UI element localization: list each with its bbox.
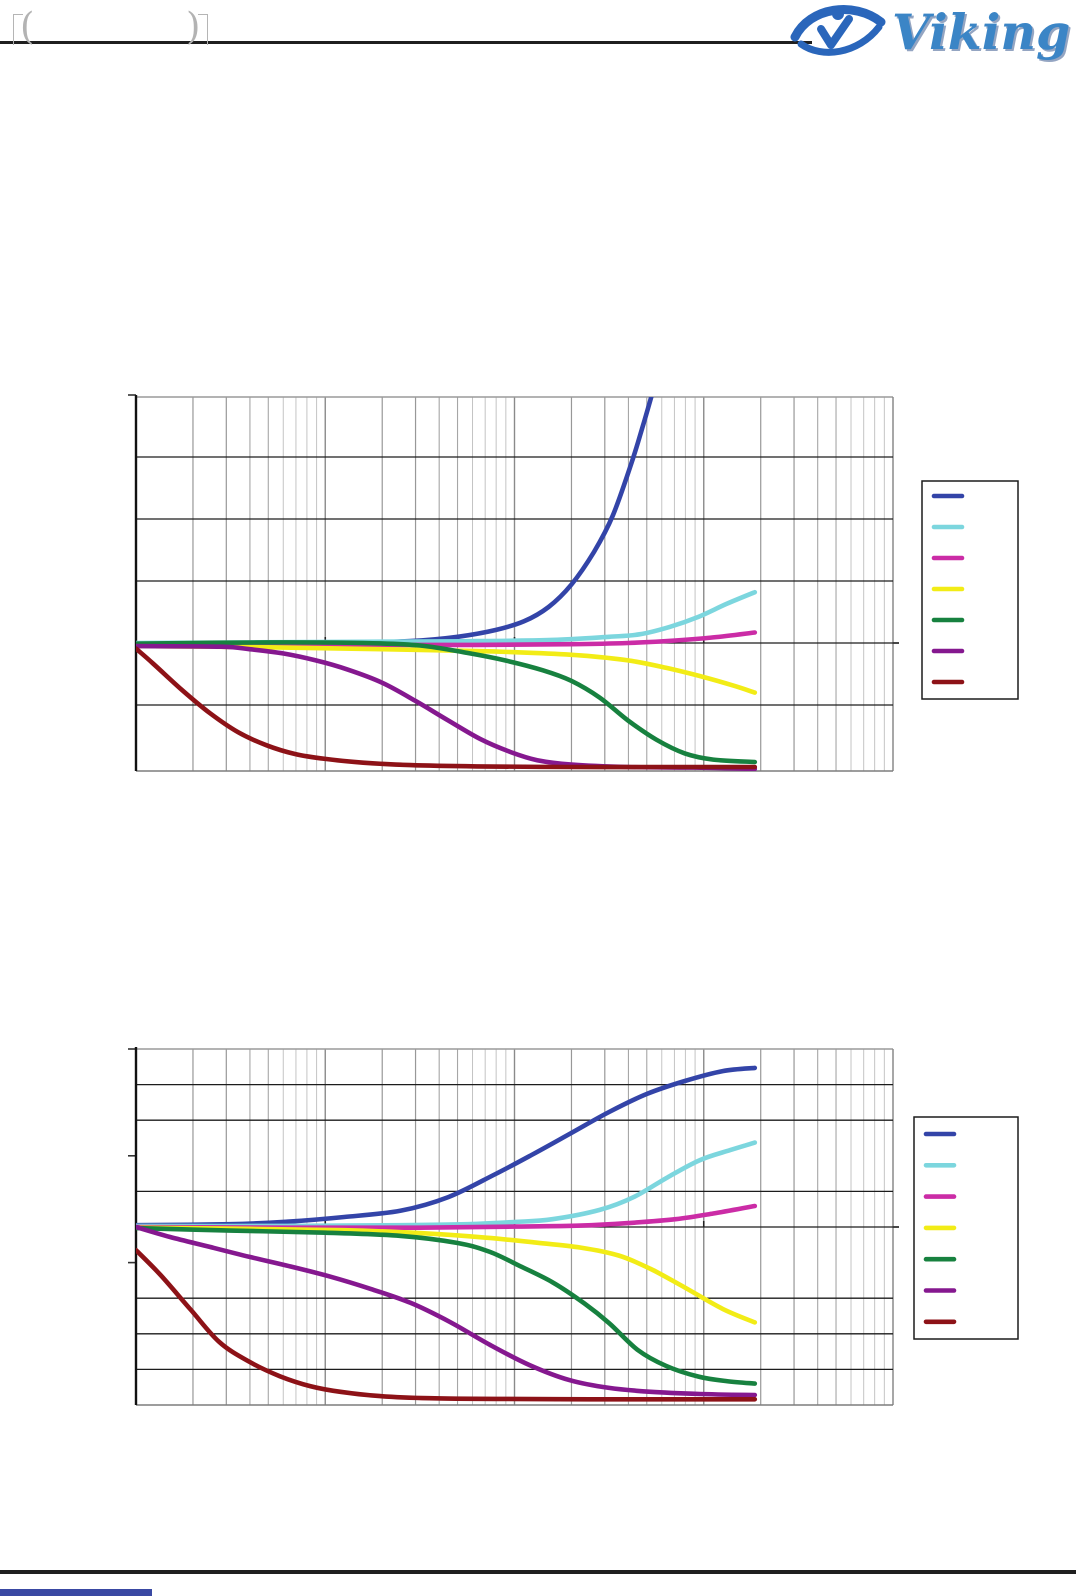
curve-series-5-green xyxy=(136,1225,758,1386)
chart-2 xyxy=(128,1047,1019,1406)
curve-series-5-green xyxy=(136,640,758,765)
curve-series-4-yellow xyxy=(136,1225,758,1325)
curve-series-6-purple xyxy=(136,1224,758,1398)
placeholder-bracket-right xyxy=(198,14,208,45)
placeholder-paren-open: ( xyxy=(20,5,35,48)
logo-wordmark: Viking xyxy=(892,2,1071,61)
curve-series-4-yellow xyxy=(136,643,758,695)
viking-logo: Viking xyxy=(790,0,1088,64)
curve-series-7-darkred xyxy=(136,1247,758,1402)
curve-series-1-blue xyxy=(136,1065,758,1228)
footer-rule xyxy=(0,1570,1076,1574)
placeholder-bracket-left xyxy=(13,14,23,45)
chart-1 xyxy=(128,394,1019,772)
header-rule xyxy=(0,41,812,44)
placeholder-paren-close: ) xyxy=(186,5,201,48)
viking-eye-icon xyxy=(790,0,890,66)
footer-accent-bar xyxy=(0,1589,152,1596)
curve-series-7-darkred xyxy=(136,646,758,770)
curve-series-1-blue xyxy=(136,397,654,647)
curve-series-3-magenta xyxy=(136,630,758,648)
